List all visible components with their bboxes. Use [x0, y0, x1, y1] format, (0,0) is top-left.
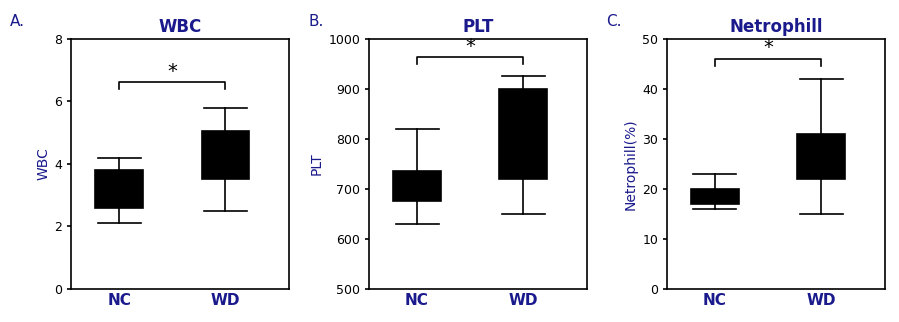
Text: C.: C.	[606, 14, 621, 29]
Text: B.: B.	[308, 14, 324, 29]
Text: A.: A.	[10, 14, 25, 29]
Title: Netrophill: Netrophill	[729, 18, 823, 36]
Bar	[691, 189, 739, 204]
Text: *: *	[167, 62, 177, 81]
Bar	[393, 171, 441, 201]
Y-axis label: WBC: WBC	[36, 147, 50, 180]
Y-axis label: PLT: PLT	[310, 152, 325, 175]
Text: *: *	[763, 38, 773, 57]
Bar	[797, 134, 845, 179]
Bar	[95, 170, 143, 208]
Text: *: *	[466, 37, 476, 56]
Y-axis label: Netrophill(%): Netrophill(%)	[624, 118, 638, 210]
Bar	[201, 131, 249, 179]
Bar	[500, 89, 547, 179]
Title: PLT: PLT	[462, 18, 494, 36]
Title: WBC: WBC	[158, 18, 202, 36]
